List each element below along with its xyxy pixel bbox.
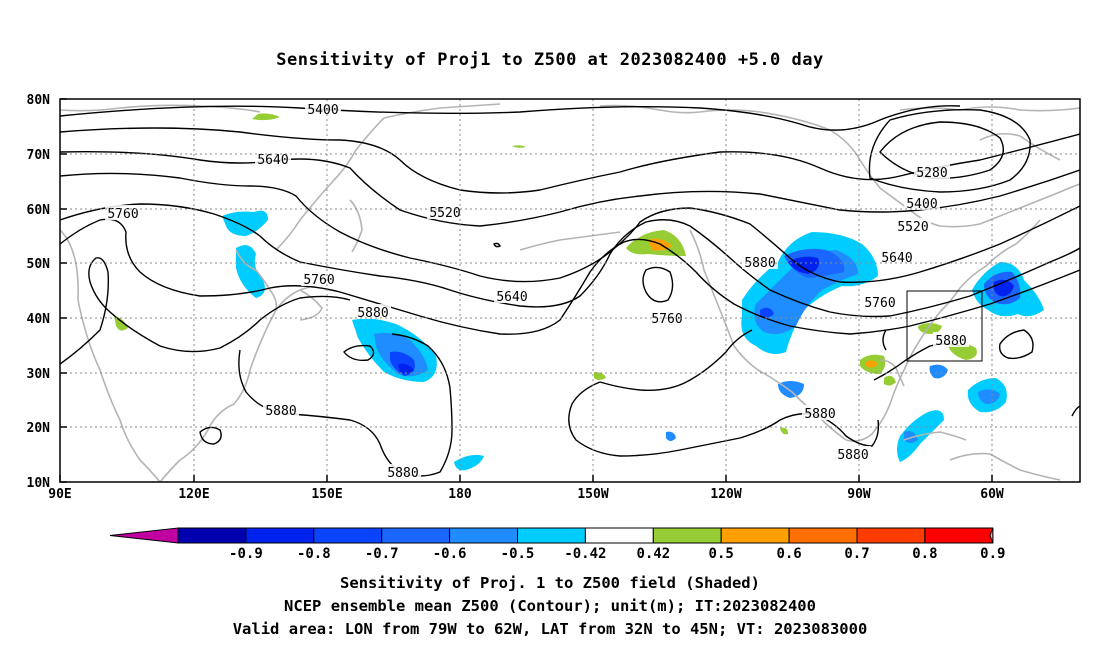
contour-label: 5520: [897, 220, 928, 235]
colorbar-segment: [449, 527, 519, 544]
colorbar-label: 0.7: [844, 546, 869, 562]
map-frame: [59, 98, 1081, 483]
contour-label: 5520: [429, 206, 460, 221]
contour-label-bg: [427, 204, 463, 219]
contour-label-bg: [802, 405, 838, 420]
colorbar-label: 0.6: [776, 546, 801, 562]
lat-label: 60N: [27, 203, 51, 218]
colorbar-segment: [720, 527, 790, 544]
contour-label-bg: [305, 101, 341, 116]
contour-label: 5880: [804, 407, 835, 422]
contour-label: 5400: [906, 197, 937, 212]
lon-label: 120W: [710, 487, 741, 502]
lon-label: 150E: [311, 487, 342, 502]
contour-label: 5880: [837, 448, 868, 463]
colorbar-label: -0.8: [297, 546, 331, 562]
contour-label-bg: [355, 304, 391, 319]
shade-blob: [114, 113, 1044, 471]
contour-label-bg: [904, 195, 940, 210]
colorbar-label: 0.9: [980, 546, 1005, 562]
lon-label: 60W: [980, 487, 1004, 502]
lat-labels: 80N 70N 60N 50N 40N 30N 20N 10N: [27, 93, 51, 491]
contour-label-bg: [301, 271, 337, 286]
colorbar-segment: [245, 527, 315, 544]
lat-label: 40N: [27, 312, 51, 327]
colorbar-segment: [517, 527, 586, 544]
lon-labels: 90E 120E 150E 180 150W 120W 90W 60W: [48, 487, 1004, 502]
lat-label: 50N: [27, 257, 51, 272]
lat-label: 80N: [27, 93, 51, 108]
contour-label: 5760: [303, 273, 334, 288]
colorbar-label: 0.5: [709, 546, 734, 562]
colorbar: [109, 527, 994, 544]
contour-label: 5760: [651, 312, 682, 327]
contour-label: 5280: [916, 166, 947, 181]
contour-label-bg: [835, 446, 871, 461]
contour-label-bg: [914, 164, 950, 179]
contour-label: 5880: [265, 404, 296, 419]
lon-label: 90E: [48, 487, 71, 502]
colorbar-label: -0.42: [564, 546, 606, 562]
colorbar-label: -0.9: [229, 546, 263, 562]
colorbar-segment: [856, 527, 926, 544]
caption-valid-area: Valid area: LON from 79W to 62W, LAT fro…: [232, 620, 868, 638]
axis-ticks: [59, 98, 993, 483]
lat-label: 20N: [27, 421, 51, 436]
caption-contour: NCEP ensemble mean Z500 (Contour); unit(…: [284, 597, 816, 615]
colorbar-label: -0.6: [433, 546, 467, 562]
contour-label: 5880: [387, 466, 418, 481]
lat-lon-grid: [60, 99, 1080, 482]
contour-label-bg: [742, 254, 778, 269]
contour-labels: 5400 5640 5760 5520 5280 5400 5520 5640 5880 5760…: [105, 101, 969, 481]
colorbar-labels: -0.9 -0.8 -0.7 -0.6 -0.5 -0.42 0.42 0.5 0.6 0.7 0.…: [229, 546, 1005, 562]
contour-label-bg: [255, 151, 291, 166]
contour-label-bg: [862, 294, 898, 309]
colorbar-segment: [924, 527, 994, 544]
contour-label: 5880: [357, 306, 388, 321]
colorbar-label: -0.5: [501, 546, 535, 562]
contour-label-bg: [385, 464, 421, 479]
colorbar-segment: [652, 527, 722, 544]
colorbar-low-triangle: [109, 527, 179, 544]
contour-label-bg: [263, 402, 299, 417]
lat-label: 10N: [27, 476, 51, 491]
contour-label: 5760: [864, 296, 895, 311]
colorbar-segment: [177, 527, 247, 544]
colorbar-label: 0.8: [912, 546, 937, 562]
colorbar-segment: [381, 527, 451, 544]
contour-label-bg: [879, 249, 915, 264]
valid-area-box: [906, 290, 983, 362]
caption-shading: Sensitivity of Proj. 1 to Z500 field (Sh…: [340, 574, 760, 592]
contour-label: 5640: [496, 290, 527, 305]
lat-label: 30N: [27, 367, 51, 382]
lat-label: 70N: [27, 148, 51, 163]
colorbar-label: -0.7: [365, 546, 399, 562]
colorbar-segment: [584, 527, 654, 544]
contour-label: 5880: [935, 334, 966, 349]
contour-label: 5400: [307, 103, 338, 118]
contour-label-bg: [933, 332, 969, 347]
contour-label: 5760: [107, 207, 138, 222]
colorbar-segment: [313, 527, 383, 544]
lon-label: 150W: [577, 487, 608, 502]
contour-label: 5640: [881, 251, 912, 266]
lon-label: 180: [448, 487, 472, 502]
colorbar-high-triangle: [989, 527, 994, 544]
lon-label: 90W: [847, 487, 871, 502]
lon-label: 120E: [178, 487, 209, 502]
contour-label: 5640: [257, 153, 288, 168]
sensitivity-shading: [114, 113, 1044, 471]
contour-label-bg: [494, 288, 530, 303]
colorbar-segment: [788, 527, 858, 544]
colorbar-label: 0.42: [636, 546, 670, 562]
contour-label-bg: [895, 218, 931, 233]
chart-title: Sensitivity of Proj1 to Z500 at 20230824…: [276, 50, 824, 70]
